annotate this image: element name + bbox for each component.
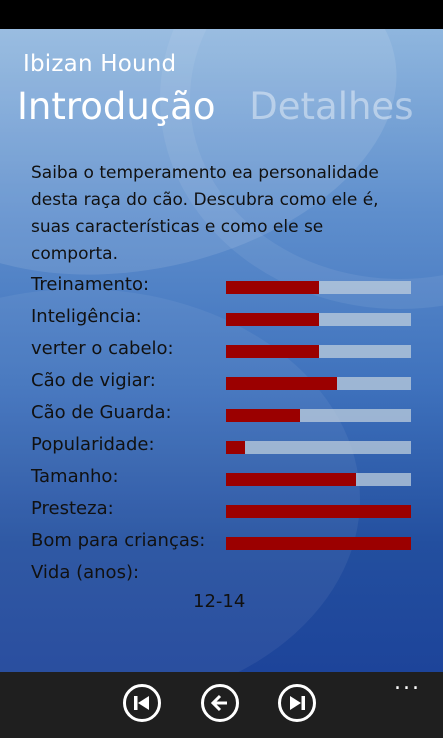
status-bar [0,0,443,29]
trait-row: Popularidade: [31,433,421,465]
trait-label: Cão de Guarda: [31,402,172,423]
trait-row: Presteza: [31,497,421,529]
trait-label: Presteza: [31,498,114,519]
trait-label: Bom para crianças: [31,530,206,551]
intro-text: Saiba o temperamento ea personalidade de… [31,163,379,264]
trait-bar [226,537,411,550]
trait-row: Cão de vigiar: [31,369,421,401]
trait-bar [226,281,411,294]
trait-bar-fill [226,377,337,390]
trait-bar-fill [226,281,319,294]
trait-label: Popularidade: [31,434,155,455]
trait-row: Bom para crianças: [31,529,421,561]
trait-label: verter o cabelo: [31,338,174,359]
trait-bar [226,505,411,518]
trait-label: Cão de vigiar: [31,370,156,391]
trait-bar-fill [226,473,356,486]
trait-bar-fill [226,345,319,358]
tab-detalhes[interactable]: Detalhes [249,85,414,128]
trait-bar-fill [226,441,245,454]
back-button[interactable] [201,684,239,722]
trait-bar-fill [226,505,411,518]
trait-bar [226,313,411,326]
trait-bar-fill [226,409,300,422]
trait-bar [226,441,411,454]
trait-row: verter o cabelo: [31,337,421,369]
app-title: Ibizan Hound [23,51,177,77]
tab-introducao[interactable]: Introdução [17,85,216,128]
more-options-icon[interactable]: ... [394,670,421,695]
trait-row: Cão de Guarda: [31,401,421,433]
app-bar: ... [0,672,443,738]
content-area: Ibizan Hound Introdução Detalhes M Saiba… [0,29,443,672]
life-label: Vida (anos): [31,562,140,583]
trait-bar-fill [226,537,411,550]
trait-bar [226,377,411,390]
trait-label: Tamanho: [31,466,119,487]
skip-previous-icon [134,696,149,710]
trait-bar [226,409,411,422]
life-value: 12-14 [193,591,246,612]
life-row: Vida (anos): [31,561,421,593]
trait-bar [226,473,411,486]
trait-row: Treinamento: [31,273,421,305]
trait-row: Inteligência: [31,305,421,337]
skip-next-icon [290,696,305,710]
back-arrow-icon [210,694,227,712]
trait-row: Tamanho: [31,465,421,497]
pivot-header: Introdução Detalhes M [17,85,443,128]
skip-next-button[interactable] [278,684,316,722]
trait-label: Treinamento: [31,274,150,295]
trait-bar [226,345,411,358]
skip-previous-button[interactable] [123,684,161,722]
traits-list: Treinamento: Inteligência: verter o cabe… [31,273,421,593]
trait-bar-fill [226,313,319,326]
trait-label: Inteligência: [31,306,142,327]
